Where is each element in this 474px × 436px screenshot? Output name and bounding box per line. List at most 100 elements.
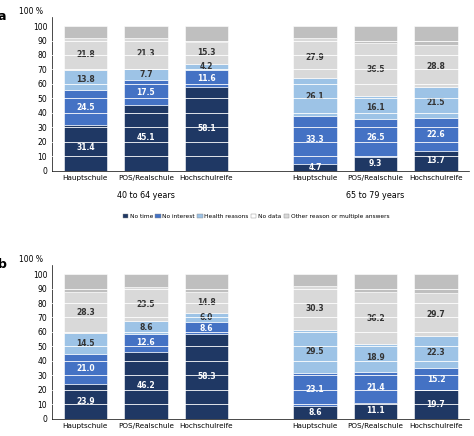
Text: 23.9: 23.9 [76, 397, 95, 406]
Bar [184, 42, 228, 64]
Bar [293, 78, 337, 116]
Text: 29.7: 29.7 [427, 310, 446, 319]
Text: b: b [0, 258, 7, 271]
Bar [414, 336, 458, 368]
Text: 4.2: 4.2 [200, 62, 213, 72]
Text: 13.8: 13.8 [76, 75, 95, 84]
Bar [184, 292, 228, 313]
Bar [293, 286, 337, 330]
Bar [64, 354, 107, 384]
Bar [124, 352, 168, 419]
Bar [354, 371, 397, 402]
Bar [354, 344, 397, 371]
Text: 31.4: 31.4 [76, 143, 95, 152]
Text: 4.7: 4.7 [309, 163, 322, 172]
Bar [354, 95, 397, 119]
Text: 18.9: 18.9 [366, 354, 385, 362]
Text: 26.5: 26.5 [366, 133, 385, 143]
Bar [414, 26, 458, 45]
Bar [354, 292, 397, 344]
Bar [414, 390, 458, 419]
Text: 29.5: 29.5 [306, 347, 324, 356]
Bar [414, 151, 458, 170]
Bar [354, 402, 397, 419]
Bar [124, 38, 168, 69]
Text: 6.0: 6.0 [200, 313, 213, 322]
Bar [354, 119, 397, 157]
Text: 7.7: 7.7 [139, 70, 153, 79]
Bar [64, 38, 107, 70]
Bar [414, 118, 458, 151]
Text: 30.3: 30.3 [306, 304, 324, 313]
Text: 23.1: 23.1 [306, 385, 324, 394]
Bar [64, 292, 107, 333]
Text: 16.1: 16.1 [366, 103, 385, 112]
Bar [414, 368, 458, 390]
Bar [64, 26, 107, 38]
Bar [124, 106, 168, 170]
Text: 26.1: 26.1 [306, 92, 324, 101]
Bar [124, 274, 168, 287]
Text: 28.3: 28.3 [76, 308, 95, 317]
Text: 40 to 64 years: 40 to 64 years [117, 191, 175, 200]
Text: 58.1: 58.1 [197, 124, 216, 133]
Text: 8.6: 8.6 [139, 323, 153, 332]
Bar [293, 373, 337, 406]
Text: 21.5: 21.5 [427, 98, 445, 107]
Bar [184, 274, 228, 292]
Bar [354, 43, 397, 95]
Bar [293, 26, 337, 37]
Text: a: a [0, 10, 7, 23]
Text: 19.7: 19.7 [427, 400, 446, 409]
Text: 8.6: 8.6 [200, 324, 213, 333]
Text: 22.6: 22.6 [427, 130, 446, 139]
Bar [414, 274, 458, 293]
Legend: No time, No interest, Health reasons, No data, Other reason or multiple answers: No time, No interest, Health reasons, No… [120, 212, 392, 221]
Bar [64, 70, 107, 90]
Text: 21.0: 21.0 [76, 364, 95, 373]
Bar [124, 26, 168, 38]
Bar [64, 125, 107, 170]
Text: 46.2: 46.2 [137, 381, 155, 390]
Bar [354, 274, 397, 292]
Bar [414, 87, 458, 118]
Text: 24.5: 24.5 [76, 103, 95, 112]
Bar [293, 164, 337, 170]
Bar [354, 26, 397, 43]
Text: 23.5: 23.5 [137, 300, 155, 309]
Text: 11.6: 11.6 [197, 74, 216, 83]
Text: 14.8: 14.8 [197, 298, 216, 307]
Text: 9.3: 9.3 [369, 159, 382, 168]
Text: 58.3: 58.3 [197, 372, 216, 381]
Bar [64, 274, 107, 292]
Text: 8.6: 8.6 [309, 408, 322, 417]
Bar [293, 406, 337, 419]
Text: 33.3: 33.3 [306, 135, 324, 144]
Text: 45.1: 45.1 [137, 133, 155, 143]
Text: 100 %: 100 % [19, 7, 43, 16]
Bar [184, 334, 228, 419]
Text: 14.5: 14.5 [76, 339, 95, 348]
Bar [124, 287, 168, 321]
Text: 15.2: 15.2 [427, 375, 445, 384]
Bar [293, 274, 337, 286]
Bar [293, 116, 337, 164]
Bar [124, 321, 168, 334]
Text: 11.1: 11.1 [366, 406, 385, 415]
Text: 17.5: 17.5 [137, 88, 155, 97]
Text: 13.7: 13.7 [427, 156, 446, 165]
Bar [293, 330, 337, 373]
Bar [124, 334, 168, 352]
Bar [64, 384, 107, 419]
Bar [184, 322, 228, 334]
Bar [354, 157, 397, 170]
Bar [414, 45, 458, 87]
Text: 12.6: 12.6 [137, 338, 155, 347]
Text: 100 %: 100 % [19, 255, 43, 264]
Text: 36.2: 36.2 [366, 313, 385, 323]
Bar [64, 333, 107, 354]
Bar [184, 26, 228, 42]
Bar [124, 69, 168, 80]
Text: 21.3: 21.3 [137, 49, 155, 58]
Text: 21.4: 21.4 [366, 382, 385, 392]
